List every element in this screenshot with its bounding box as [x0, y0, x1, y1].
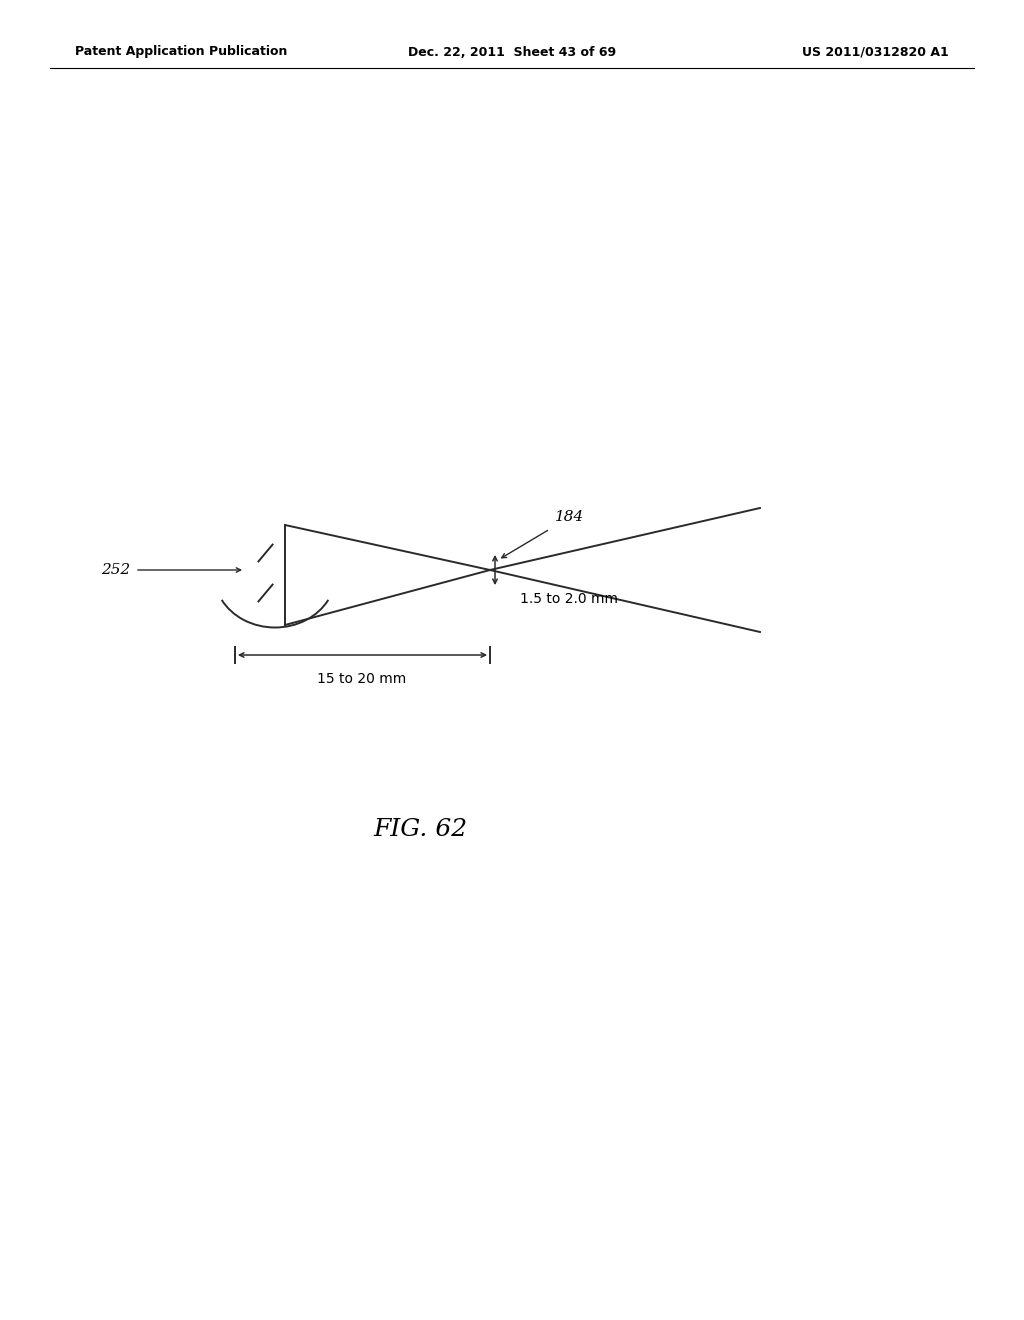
- Text: US 2011/0312820 A1: US 2011/0312820 A1: [802, 45, 949, 58]
- Text: 15 to 20 mm: 15 to 20 mm: [317, 672, 407, 686]
- Text: 184: 184: [555, 510, 585, 524]
- Text: Dec. 22, 2011  Sheet 43 of 69: Dec. 22, 2011 Sheet 43 of 69: [408, 45, 616, 58]
- Text: 1.5 to 2.0 mm: 1.5 to 2.0 mm: [520, 591, 618, 606]
- Text: Patent Application Publication: Patent Application Publication: [75, 45, 288, 58]
- Text: 252: 252: [100, 564, 130, 577]
- Text: FIG. 62: FIG. 62: [373, 818, 467, 842]
